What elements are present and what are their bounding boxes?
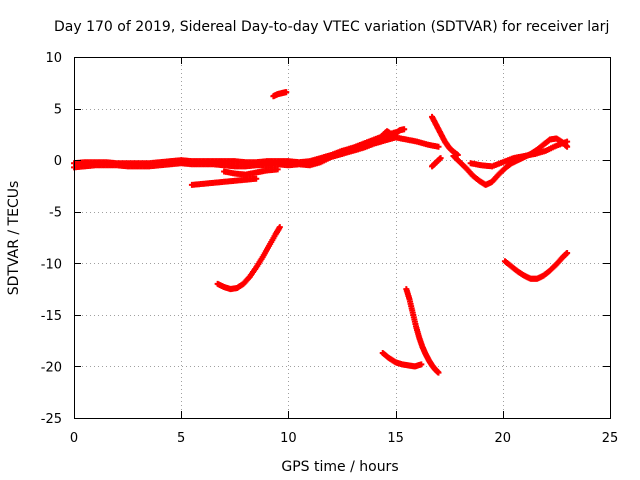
x-tick-label: 20	[495, 431, 512, 446]
x-axis-label: GPS time / hours	[281, 459, 398, 475]
plot-frame	[74, 57, 611, 419]
data-point	[276, 224, 283, 231]
y-tick-label: 5	[54, 103, 62, 118]
data-point	[401, 126, 408, 133]
data-point	[564, 143, 571, 150]
data-points	[71, 89, 571, 376]
x-tick-label: 5	[177, 431, 185, 446]
y-tick-label: -5	[49, 206, 62, 221]
x-tick-label: 0	[70, 431, 78, 446]
data-point	[435, 369, 442, 376]
x-tick-label: 15	[387, 431, 404, 446]
y-tick-label: -20	[41, 360, 62, 375]
y-tick-label: 0	[54, 154, 62, 169]
series-arc-u-left	[214, 224, 283, 293]
data-point	[435, 143, 442, 150]
series-arc-right-top	[429, 113, 461, 158]
x-tick-label: 10	[280, 431, 297, 446]
data-point	[418, 361, 425, 368]
series-arc-descent	[403, 286, 442, 376]
data-point	[437, 155, 444, 162]
series-main-band-b	[71, 129, 399, 167]
y-tick-label: -15	[41, 309, 62, 324]
y-tick-label: -25	[41, 412, 62, 427]
data-point	[564, 249, 571, 256]
data-point	[274, 166, 281, 173]
data-point	[454, 151, 461, 158]
y-axis-label: SDTVAR / TECUs	[6, 181, 22, 296]
grid-lines	[74, 57, 610, 418]
series-arc-u-right	[501, 249, 571, 282]
y-tick-label: 10	[45, 51, 62, 66]
y-tick-label: -10	[41, 257, 62, 272]
data-point	[283, 89, 290, 96]
x-tick-label: 25	[602, 431, 619, 446]
series-arc-upper	[270, 89, 290, 100]
tick-marks	[74, 57, 611, 419]
data-point	[564, 138, 571, 145]
x-tick-labels: 0 5 10 15 20 25	[70, 431, 618, 446]
series-arc-ridge	[375, 126, 408, 143]
series-arc-bottom-left	[379, 350, 425, 370]
series-band-lower	[188, 175, 260, 188]
y-tick-labels: 10 5 0 -5 -10 -15 -20 -25	[41, 51, 62, 427]
series-band-dip	[221, 166, 281, 178]
series-arc-right-mid	[429, 155, 444, 170]
chart-title: Day 170 of 2019, Sidereal Day-to-day VTE…	[54, 19, 609, 35]
series-arc-right-band	[467, 138, 571, 170]
data-point	[253, 175, 260, 182]
